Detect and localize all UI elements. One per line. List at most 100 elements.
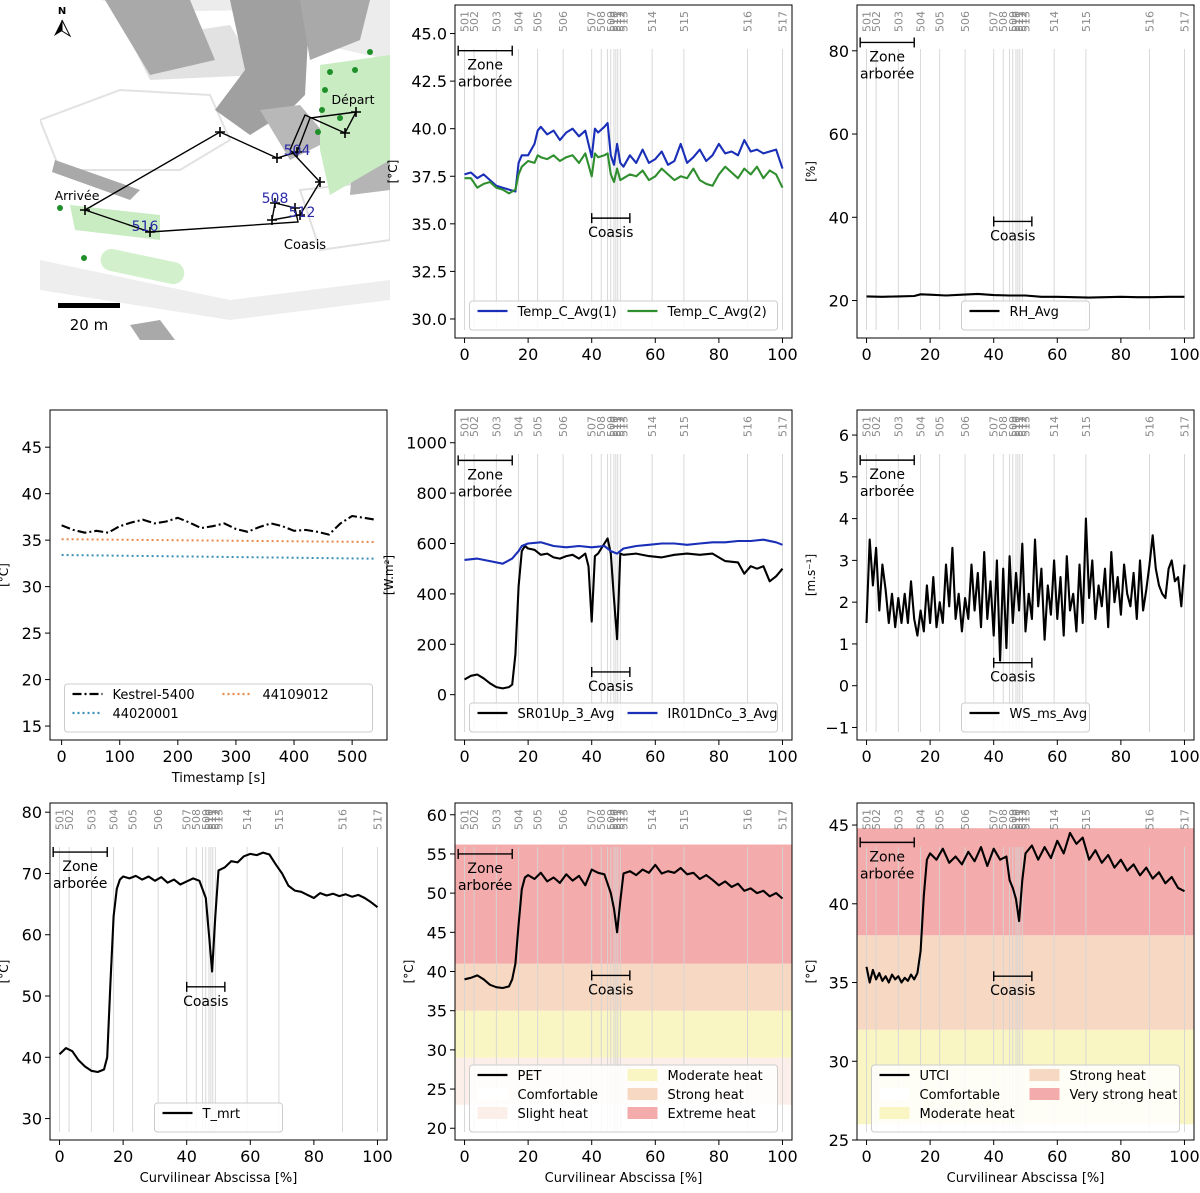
station-label: 504	[513, 809, 526, 830]
station-label: 517	[371, 809, 384, 830]
x-tick-label: 40	[582, 747, 602, 766]
scale-label: 20 m	[70, 316, 108, 334]
legend-label: Temp_C_Avg(2)	[667, 305, 767, 320]
map-building	[52, 160, 140, 200]
x-tick-label: 40	[582, 345, 602, 364]
x-axis-label: Curvilinear Abscissa [%]	[140, 1171, 298, 1186]
map-station-512: 512	[289, 205, 316, 221]
y-tick-label: 600	[416, 535, 447, 554]
y-tick-label: 45.0	[411, 25, 447, 44]
map-green-zone	[100, 248, 185, 285]
x-tick-label: 60	[645, 1147, 665, 1166]
x-tick-label: 100	[767, 747, 798, 766]
series-line-sr01up-3-avg	[463, 537, 784, 690]
x-tick-label: 20	[518, 747, 538, 766]
x-axis-label: Curvilinear Abscissa [%]	[545, 1171, 703, 1186]
station-label: 508	[595, 11, 608, 32]
station-label: 516	[1143, 809, 1156, 830]
map-trees	[57, 49, 373, 261]
x-tick-label: 100	[362, 1147, 393, 1166]
y-tick-label: 45	[22, 438, 42, 457]
station-label: 502	[870, 416, 883, 437]
station-label: 517	[1178, 11, 1191, 32]
x-tick-label: 20	[113, 1147, 133, 1166]
station-label: 501	[459, 416, 472, 437]
legend-label: T_mrt	[202, 1107, 241, 1122]
y-tick-label: 3	[839, 551, 849, 570]
station-label: 504	[915, 809, 928, 830]
station-label: 506	[959, 11, 972, 32]
station-label: 505	[127, 809, 140, 830]
station-label: 510	[1010, 416, 1023, 437]
y-tick-label: 60	[829, 125, 849, 144]
station-label: 511	[611, 809, 624, 830]
annotation-label: Coasis	[990, 670, 1035, 686]
x-tick-label: 0	[459, 747, 469, 766]
station-label: 513	[1020, 11, 1033, 32]
y-axis-label: [%]	[804, 161, 818, 182]
station-label: 516	[741, 11, 754, 32]
station-label: 502	[870, 809, 883, 830]
legend-box	[469, 300, 778, 331]
x-axis-label: Curvilinear Abscissa [%]	[947, 1171, 1105, 1186]
station-label: 517	[1178, 416, 1191, 437]
band-strong-heat	[857, 935, 1194, 1030]
station-label: 512	[1016, 416, 1029, 437]
station-label: 509	[1007, 809, 1020, 830]
station-label: 508	[595, 809, 608, 830]
legend-label: Comfortable	[518, 1088, 599, 1103]
legend-box	[469, 1064, 778, 1133]
annotation-label: arborée	[860, 484, 914, 500]
station-label: 503	[490, 416, 503, 437]
annotation-label: Coasis	[183, 994, 228, 1010]
annotation-label: arborée	[458, 878, 512, 894]
y-tick-label: 1	[839, 635, 849, 654]
station-label: 507	[988, 416, 1001, 437]
legend-label: Strong heat	[668, 1088, 744, 1103]
station-label: 512	[614, 11, 627, 32]
y-tick-label: 0	[839, 677, 849, 696]
legend-swatch	[879, 1107, 910, 1119]
station-label: 514	[241, 809, 254, 830]
station-label: 512	[614, 809, 627, 830]
annotation-label: Coasis	[588, 225, 633, 241]
station-label: 516	[741, 416, 754, 437]
station-label: 507	[586, 416, 599, 437]
annotation-label: arborée	[458, 75, 512, 91]
x-tick-label: 40	[582, 1147, 602, 1166]
map-station-504: 504	[284, 143, 311, 159]
band-strong-heat	[455, 963, 792, 1011]
annotation-label: Zone	[869, 849, 905, 865]
legend-box	[961, 300, 1090, 331]
y-tick-label: 25	[829, 1131, 849, 1150]
legend-swatch	[1029, 1088, 1060, 1100]
y-tick-label: 80	[22, 803, 42, 822]
x-tick-label: 80	[1111, 1147, 1131, 1166]
station-label: 511	[1013, 416, 1026, 437]
station-label: 509	[1007, 11, 1020, 32]
station-label: 501	[861, 11, 874, 32]
legend-swatch	[627, 1107, 658, 1119]
station-label: 506	[959, 416, 972, 437]
series-line-ws-ms-avg	[865, 517, 1186, 662]
x-tick-label: 40	[177, 1147, 197, 1166]
legend-box	[469, 702, 778, 733]
station-label: 504	[915, 11, 928, 32]
station-label: 510	[608, 11, 621, 32]
y-axis-label: [°C]	[804, 960, 818, 984]
station-label: 514	[1048, 809, 1061, 830]
station-label: 501	[459, 11, 472, 32]
map-road	[40, 260, 390, 320]
annotation-label: Coasis	[588, 679, 633, 695]
y-tick-label: 30	[22, 1110, 42, 1129]
station-label: 504	[915, 416, 928, 437]
annotation-label: arborée	[860, 66, 914, 82]
y-tick-label: 40	[829, 895, 849, 914]
y-tick-label: 50	[427, 884, 447, 903]
legend-swatch	[627, 1069, 658, 1081]
axes-frame	[49, 802, 388, 1141]
station-label: 509	[605, 809, 618, 830]
north-arrow-icon: N	[54, 6, 72, 38]
station-label: 503	[490, 11, 503, 32]
axes-frame	[454, 409, 793, 741]
